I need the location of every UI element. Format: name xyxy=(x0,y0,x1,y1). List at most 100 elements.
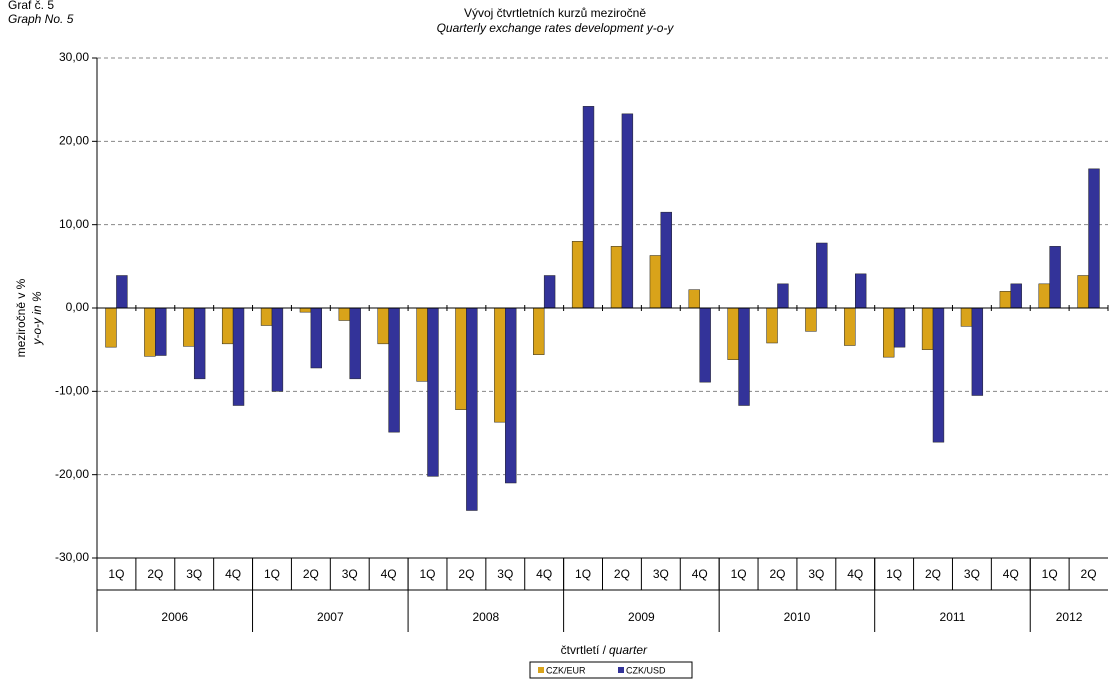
bar xyxy=(338,307,350,321)
bar xyxy=(232,307,245,406)
bar xyxy=(543,275,556,309)
chart-subtitle: Quarterly exchange rates development y-o… xyxy=(437,21,675,35)
bar xyxy=(999,291,1012,309)
bar xyxy=(310,307,323,369)
bar xyxy=(766,307,778,344)
legend-label: CZK/USD xyxy=(626,665,666,675)
bar xyxy=(688,289,700,309)
x-tick-label: 2Q xyxy=(303,567,319,581)
x-tick-label: 3Q xyxy=(342,567,358,581)
x-tick-label: 3Q xyxy=(186,567,202,581)
bar xyxy=(221,307,234,345)
x-axis-label: čtvrtletí / xyxy=(561,643,607,657)
x-tick-label: 1Q xyxy=(1042,567,1058,581)
bar xyxy=(649,255,662,309)
bar xyxy=(805,307,817,332)
x-tick-label: 1Q xyxy=(108,567,124,581)
x-tick-label: 3Q xyxy=(808,567,824,581)
x-tick-label: 2Q xyxy=(1081,567,1097,581)
bar xyxy=(971,307,984,396)
legend-box xyxy=(529,661,693,679)
bar xyxy=(1038,283,1050,309)
bar xyxy=(610,246,623,309)
bar xyxy=(621,113,634,309)
x-tick-label: 4Q xyxy=(1003,567,1019,581)
x-tick-label: 3Q xyxy=(964,567,980,581)
y-tick-label: -20,00 xyxy=(55,467,89,481)
x-group-label: 2009 xyxy=(628,610,655,624)
bar xyxy=(116,275,128,309)
bar xyxy=(816,242,828,309)
x-tick-label: 1Q xyxy=(575,567,591,581)
bar xyxy=(960,307,973,327)
x-tick-label: 4Q xyxy=(536,567,552,581)
y-tick-label: 20,00 xyxy=(59,134,89,148)
bar xyxy=(1010,283,1022,309)
x-tick-label: 2Q xyxy=(458,567,474,581)
bar xyxy=(183,307,195,347)
bar xyxy=(1049,246,1061,309)
x-tick-label: 1Q xyxy=(264,567,280,581)
chart-title: Vývoj čtvrtletních kurzů meziročně xyxy=(464,6,646,20)
bar xyxy=(466,307,478,511)
y-tick-label: 0,00 xyxy=(66,300,90,314)
bar xyxy=(738,307,750,406)
bar xyxy=(1088,168,1100,309)
bar xyxy=(582,106,595,309)
bar xyxy=(1077,275,1089,309)
bar xyxy=(505,307,517,484)
bar xyxy=(921,307,934,350)
bar xyxy=(193,307,206,380)
y-tick-label: 10,00 xyxy=(59,217,89,231)
x-tick-label: 1Q xyxy=(731,567,747,581)
x-tick-label: 2Q xyxy=(925,567,941,581)
bar xyxy=(349,307,361,380)
bar xyxy=(777,283,789,309)
bar xyxy=(571,241,584,309)
bar xyxy=(882,307,895,358)
bar xyxy=(855,273,867,309)
x-tick-label: 4Q xyxy=(225,567,241,581)
x-tick-label: 1Q xyxy=(420,567,436,581)
x-group-label: 2012 xyxy=(1056,610,1083,624)
bar xyxy=(144,307,156,357)
x-group-label: 2007 xyxy=(317,610,344,624)
x-tick-label: 2Q xyxy=(614,567,630,581)
x-group-label: 2008 xyxy=(472,610,499,624)
bar xyxy=(727,307,739,360)
y-tick-label: 30,00 xyxy=(59,50,89,64)
y-axis-label: meziročně v % xyxy=(14,278,28,357)
legend-swatch xyxy=(618,667,624,673)
bar xyxy=(844,307,856,346)
bar xyxy=(377,307,389,345)
bar xyxy=(155,307,167,356)
x-group-label: 2006 xyxy=(161,610,188,624)
bar xyxy=(271,307,284,392)
x-axis-label: quarter xyxy=(609,643,648,657)
x-tick-label: 4Q xyxy=(692,567,708,581)
bar xyxy=(932,307,945,443)
bar xyxy=(699,307,711,383)
bar xyxy=(494,307,506,423)
graph-label-cz: Graf č. 5 xyxy=(8,0,54,12)
bar xyxy=(533,307,545,355)
bar xyxy=(388,307,400,433)
x-tick-label: 3Q xyxy=(497,567,513,581)
y-tick-label: -30,00 xyxy=(55,550,89,564)
x-group-label: 2011 xyxy=(940,610,966,624)
x-tick-label: 4Q xyxy=(847,567,863,581)
x-tick-label: 4Q xyxy=(381,567,397,581)
legend-label: CZK/EUR xyxy=(546,665,586,675)
x-tick-label: 2Q xyxy=(147,567,163,581)
bar xyxy=(660,211,672,309)
x-group-label: 2010 xyxy=(784,610,811,624)
bar xyxy=(455,307,467,410)
bar xyxy=(105,307,117,348)
bar xyxy=(427,307,439,477)
bar xyxy=(416,307,428,382)
x-tick-label: 1Q xyxy=(886,567,902,581)
bar xyxy=(260,307,273,326)
legend-swatch xyxy=(538,667,544,673)
